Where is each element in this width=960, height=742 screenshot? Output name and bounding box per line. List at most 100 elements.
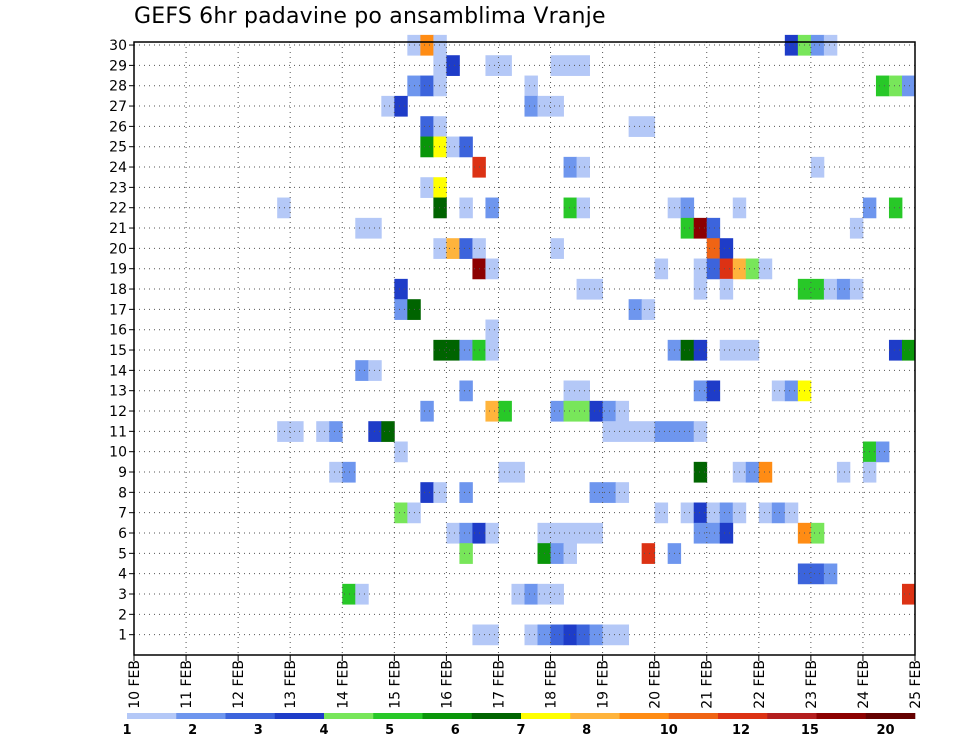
y-tick-label: 2 [118, 607, 127, 623]
colorbar: 1 2 3 4 5 6 7 8 10 12 15 20 [122, 713, 916, 738]
heatmap-cell [459, 238, 473, 259]
heatmap-cell [329, 461, 343, 483]
heatmap-cell [784, 34, 799, 56]
heatmap-cell [485, 319, 499, 341]
heatmap-cell [550, 400, 564, 422]
heatmap-cell [433, 34, 447, 56]
heatmap-cell [901, 75, 916, 97]
heatmap-cell [615, 400, 630, 422]
colorbar-swatch [521, 713, 571, 719]
y-tick-label: 28 [109, 79, 127, 95]
heatmap-cell [680, 217, 695, 239]
heatmap-cell [459, 380, 473, 402]
colorbar-label: 20 [876, 723, 894, 738]
colorbar-swatch [127, 713, 177, 719]
heatmap-cell [394, 502, 408, 524]
heatmap-cell [420, 177, 434, 198]
heatmap-cell [381, 95, 395, 117]
x-tick-label: 21 FEB [700, 660, 716, 709]
heatmap-cell [459, 482, 473, 503]
heatmap-cell [810, 522, 825, 544]
heatmap-cell [810, 34, 825, 56]
heatmap-cell [771, 502, 786, 524]
heatmap-cell [537, 95, 564, 117]
colorbar-label: 8 [582, 723, 591, 738]
heatmap-cell [771, 380, 786, 402]
heatmap-cell [420, 75, 434, 97]
heatmap-cell [446, 522, 460, 544]
heatmap-cell [745, 461, 760, 483]
heatmap-cell [901, 339, 916, 361]
x-tick-label: 14 FEB [335, 660, 351, 709]
heatmap-cell [693, 258, 708, 280]
colorbar-swatch [373, 713, 423, 719]
heatmap-cell [485, 339, 499, 361]
heatmap-cell [576, 156, 590, 178]
heatmap-cell [680, 339, 695, 361]
colorbar-swatch [274, 713, 325, 719]
colorbar-swatch [865, 713, 916, 719]
heatmap-cell [550, 624, 564, 646]
heatmap-cell [498, 400, 512, 422]
heatmap-cell [394, 441, 408, 463]
heatmap-cell [329, 421, 343, 442]
heatmap-cell [394, 278, 408, 300]
x-tick-label: 15 FEB [387, 660, 403, 709]
heatmap-cell [693, 502, 708, 524]
heatmap-cell [589, 624, 603, 646]
heatmap-cell [849, 278, 864, 300]
y-tick-label: 30 [109, 38, 127, 54]
colorbar-label: 15 [801, 723, 819, 738]
heatmap-cell [875, 441, 890, 463]
heatmap-cell [498, 461, 525, 483]
y-tick-label: 24 [109, 160, 127, 176]
heatmap-cell [342, 461, 356, 483]
heatmap-cell [888, 339, 903, 361]
heatmap-cell [719, 502, 734, 524]
y-tick-label: 19 [109, 262, 127, 278]
y-tick-label: 9 [118, 465, 127, 481]
x-tick-label: 23 FEB [804, 660, 820, 709]
colorbar-swatch [570, 713, 620, 719]
y-tick-label: 26 [109, 119, 127, 135]
heatmap-cell [563, 197, 577, 219]
y-tick-label: 16 [109, 323, 127, 339]
y-tick-label: 8 [118, 485, 127, 501]
heatmap-cell [693, 380, 708, 402]
x-tick-label: 13 FEB [283, 660, 299, 709]
heatmap-cell [758, 258, 773, 280]
heatmap-cell [823, 278, 838, 300]
heatmap-cell [888, 197, 903, 219]
heatmap-cell [823, 563, 838, 585]
heatmap-cell [693, 278, 708, 300]
heatmap-cell [849, 217, 864, 239]
x-tick-label: 11 FEB [179, 660, 195, 709]
heatmap-cell [719, 238, 734, 259]
heatmap-cell [485, 55, 512, 76]
heatmap-cell [745, 258, 760, 280]
heatmap-cell [563, 156, 577, 178]
x-tick-label: 24 FEB [856, 660, 872, 709]
heatmap-cell [563, 380, 590, 402]
colorbar-swatch [471, 713, 522, 719]
y-tick-label: 4 [118, 567, 127, 583]
colorbar-label: 3 [254, 723, 263, 738]
y-tick-label: 20 [109, 241, 127, 257]
heatmap-cell [797, 563, 825, 585]
heatmap-cell [563, 400, 590, 422]
heatmap-cell [901, 583, 916, 605]
heatmap-cell [758, 461, 773, 483]
heatmap-cell [511, 583, 525, 605]
heatmap-cell [537, 583, 564, 605]
heatmap-cell [459, 339, 473, 361]
heatmap-cell [706, 380, 721, 402]
colorbar-swatch [668, 713, 719, 719]
heatmap-cell [641, 299, 656, 320]
grid-lines [134, 42, 915, 655]
y-tick-label: 18 [109, 282, 127, 298]
y-tick-label: 13 [109, 384, 127, 400]
heatmap-cell [888, 75, 903, 97]
heatmap-cell [485, 400, 499, 422]
colorbar-swatch [422, 713, 473, 719]
heatmap-cell [394, 95, 408, 117]
